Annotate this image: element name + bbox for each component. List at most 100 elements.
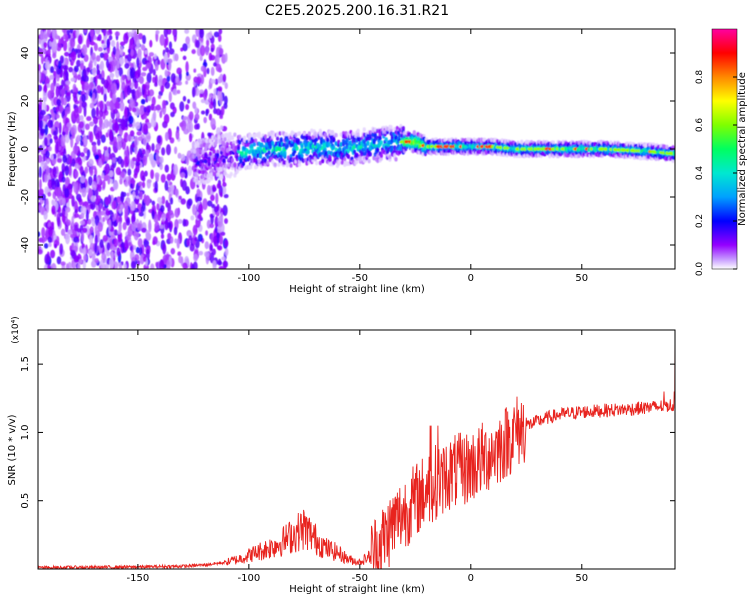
- heatmap-cell: [127, 168, 132, 176]
- heatmap-cell: [164, 180, 169, 191]
- heatmap-cell: [136, 57, 140, 68]
- heatmap-cell: [57, 206, 62, 214]
- heatmap-cell: [74, 200, 78, 211]
- heatmap-cell: [83, 29, 87, 34]
- heatmap-cell: [278, 147, 282, 152]
- heatmap-cell: [58, 196, 64, 205]
- heatmap-cell: [157, 94, 162, 99]
- heatmap-cell: [142, 114, 148, 120]
- heatmap-cell: [310, 128, 314, 133]
- heatmap-cell: [318, 160, 322, 166]
- heatmap-cell: [200, 65, 206, 72]
- heatmap-cell: [51, 179, 57, 190]
- heatmap-cell: [196, 73, 203, 78]
- heatmap-cell: [50, 249, 56, 259]
- heatmap-cell: [273, 162, 277, 167]
- heatmap-cell: [250, 143, 254, 149]
- heatmap-cell: [146, 62, 151, 68]
- heatmap-cell: [356, 132, 360, 137]
- heatmap-cell: [65, 80, 71, 85]
- heatmap-cell: [216, 127, 221, 136]
- heatmap-cell: [131, 213, 136, 225]
- heatmap-cell: [106, 38, 110, 49]
- heatmap-cell: [50, 108, 54, 114]
- heatmap-cell: [219, 162, 224, 168]
- heatmap-cell: [220, 231, 226, 236]
- heatmap-cell: [173, 226, 178, 236]
- heatmap-cell: [61, 176, 66, 183]
- heatmap-cell: [312, 151, 316, 156]
- heatmap-cell: [52, 29, 55, 39]
- heatmap-cell: [207, 178, 211, 183]
- colorbar-label: Normalized spectral amplitude: [737, 72, 748, 226]
- heatmap-cell: [162, 254, 169, 264]
- heatmap-cell: [133, 229, 140, 241]
- heatmap-cell: [61, 79, 65, 88]
- heatmap-cell: [201, 110, 206, 115]
- spectrogram-x-label: Height of straight line (km): [289, 284, 425, 295]
- heatmap-cell: [45, 61, 51, 70]
- heatmap-cell: [96, 85, 102, 94]
- heatmap-cell: [160, 233, 165, 239]
- heatmap-cell: [91, 52, 96, 61]
- heatmap-cell: [105, 210, 111, 216]
- heatmap-cell: [356, 128, 360, 134]
- heatmap-cell: [223, 137, 227, 142]
- heatmap-cell: [184, 169, 188, 179]
- heatmap-cell: [113, 136, 118, 147]
- heatmap-cell: [47, 49, 51, 54]
- heatmap-cell: [210, 66, 215, 77]
- heatmap-cell: [210, 214, 214, 225]
- heatmap-cell: [179, 101, 185, 112]
- heatmap-cell: [260, 142, 264, 147]
- spectrogram-x-tick-label: -50: [352, 273, 368, 284]
- heatmap-cell: [151, 200, 156, 206]
- heatmap-cell: [112, 46, 117, 56]
- heatmap-cell: [130, 89, 134, 94]
- heatmap-cell: [142, 34, 147, 45]
- spectrogram-x-tick-label: -150: [127, 273, 150, 284]
- heatmap-cell: [197, 233, 203, 242]
- heatmap-cell: [162, 99, 167, 109]
- heatmap-cell: [216, 149, 220, 155]
- snr-y-tick-label: 0.5: [20, 493, 31, 509]
- heatmap-cell: [159, 34, 165, 46]
- heatmap-cell: [114, 47, 121, 60]
- heatmap-cell: [91, 181, 97, 191]
- heatmap-cell: [194, 236, 198, 242]
- heatmap-cell: [223, 259, 227, 269]
- heatmap-cell: [60, 261, 66, 266]
- heatmap-cell: [199, 29, 205, 39]
- heatmap-cell: [51, 40, 58, 52]
- heatmap-cell: [71, 215, 75, 227]
- heatmap-cell: [210, 47, 214, 53]
- heatmap-cell: [147, 89, 150, 97]
- heatmap-cell: [43, 136, 48, 147]
- heatmap-cell: [219, 173, 224, 179]
- snr-y-label: SNR (10 * v/v): [7, 414, 18, 485]
- heatmap-cell: [143, 193, 147, 204]
- spectrogram-y-tick-label: -20: [20, 189, 31, 205]
- heatmap-cell: [207, 158, 211, 163]
- spectrogram-y-tick-label: 20: [20, 95, 31, 108]
- heatmap-cell: [224, 218, 228, 224]
- heatmap-cell: [204, 251, 210, 258]
- heatmap-cell: [279, 154, 283, 160]
- heatmap-cell: [97, 149, 102, 155]
- heatmap-cell: [75, 256, 80, 262]
- heatmap-cell: [245, 148, 249, 153]
- heatmap-cell: [166, 173, 172, 181]
- heatmap-cell: [221, 147, 225, 152]
- heatmap-cell: [159, 156, 164, 164]
- heatmap-cell: [103, 93, 107, 102]
- heatmap-cell: [67, 34, 72, 39]
- heatmap-cell: [167, 58, 173, 64]
- heatmap-cell: [190, 215, 195, 221]
- heatmap-cell: [329, 139, 333, 145]
- heatmap-cell: [64, 85, 70, 91]
- heatmap-cell: [150, 263, 155, 269]
- heatmap-cell: [73, 236, 79, 243]
- heatmap-cell: [225, 151, 230, 157]
- heatmap-cell: [73, 213, 80, 218]
- heatmap-cell: [203, 89, 208, 101]
